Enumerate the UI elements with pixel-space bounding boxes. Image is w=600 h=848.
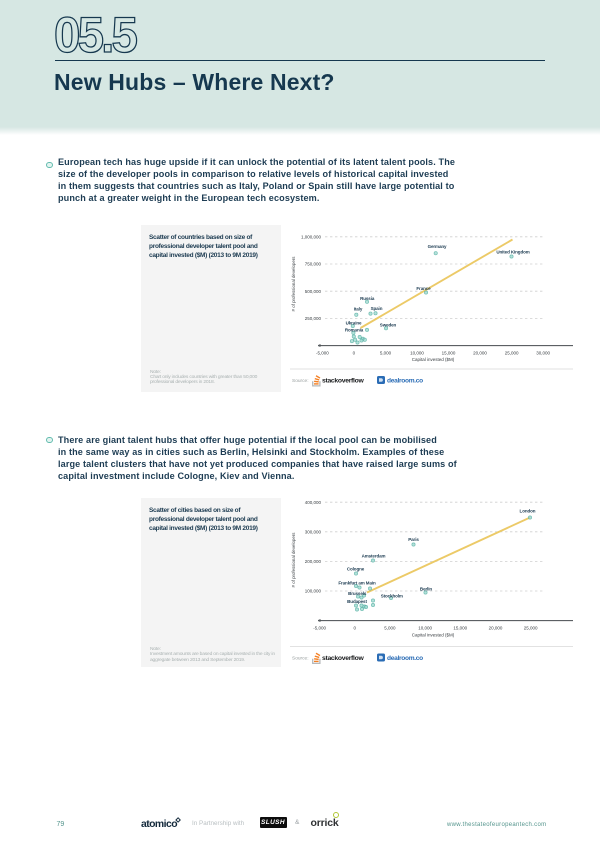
svg-text:500,000: 500,000 (305, 289, 322, 294)
svg-text:400,000: 400,000 (305, 500, 322, 505)
svg-text:-5,000: -5,000 (316, 350, 329, 355)
svg-text:10,000: 10,000 (418, 625, 432, 630)
svg-text:1,000,000: 1,000,000 (301, 234, 322, 239)
svg-text:20,000: 20,000 (489, 625, 503, 630)
svg-text:Source:: Source: (292, 656, 309, 662)
svg-text:15,000: 15,000 (442, 350, 456, 355)
svg-text:Capital invested ($M): Capital invested ($M) (412, 633, 455, 638)
svg-text:30,000: 30,000 (536, 350, 550, 355)
svg-text:Brussels: Brussels (348, 591, 367, 596)
svg-text:France: France (416, 286, 431, 291)
svg-text:0: 0 (353, 350, 356, 355)
svg-text:5,000: 5,000 (384, 625, 396, 630)
svg-text:Cologne: Cologne (347, 567, 365, 572)
svg-text:Spain: Spain (371, 306, 383, 311)
svg-text:Russia: Russia (360, 296, 375, 301)
svg-text:200,000: 200,000 (305, 559, 322, 564)
svg-text:Ukraine: Ukraine (346, 320, 362, 325)
svg-text:-5,000: -5,000 (313, 625, 326, 630)
svg-text:Berlin: Berlin (420, 586, 433, 591)
svg-text:0: 0 (354, 625, 357, 630)
svg-text:25,000: 25,000 (505, 350, 519, 355)
svg-text:# of professional developers: # of professional developers (291, 532, 296, 588)
svg-text:Amsterdam: Amsterdam (362, 554, 386, 559)
svg-text:dealroom.co: dealroom.co (387, 377, 423, 384)
svg-text:10,000: 10,000 (410, 350, 424, 355)
svg-text:# of professional developers: # of professional developers (291, 256, 296, 312)
svg-text:250,000: 250,000 (305, 316, 322, 321)
svg-text:15,000: 15,000 (453, 625, 467, 630)
svg-text:United Kingdom: United Kingdom (496, 250, 529, 255)
svg-text:Italy: Italy (354, 307, 363, 312)
svg-text:300,000: 300,000 (305, 529, 322, 534)
svg-text:Sweden: Sweden (380, 323, 397, 328)
svg-text:Germany: Germany (428, 244, 447, 249)
svg-text:London: London (520, 509, 536, 514)
svg-text:20,000: 20,000 (473, 350, 487, 355)
svg-text:100,000: 100,000 (305, 589, 322, 594)
svg-text:Frankfurt am Main: Frankfurt am Main (338, 580, 376, 585)
svg-text:Paris: Paris (408, 537, 419, 542)
svg-text:stackoverflow: stackoverflow (322, 377, 364, 384)
svg-text:Romania: Romania (345, 328, 364, 333)
svg-text:Capital invested ($M): Capital invested ($M) (412, 357, 455, 362)
svg-text:Stockholm: Stockholm (381, 593, 403, 598)
svg-text:750,000: 750,000 (305, 262, 322, 267)
svg-text:stackoverflow: stackoverflow (322, 655, 364, 662)
svg-text:5,000: 5,000 (380, 350, 392, 355)
svg-text:dealroom.co: dealroom.co (387, 655, 423, 662)
svg-text:25,000: 25,000 (524, 625, 538, 630)
svg-text:Budapest: Budapest (347, 599, 367, 604)
svg-text:Source:: Source: (292, 378, 309, 384)
